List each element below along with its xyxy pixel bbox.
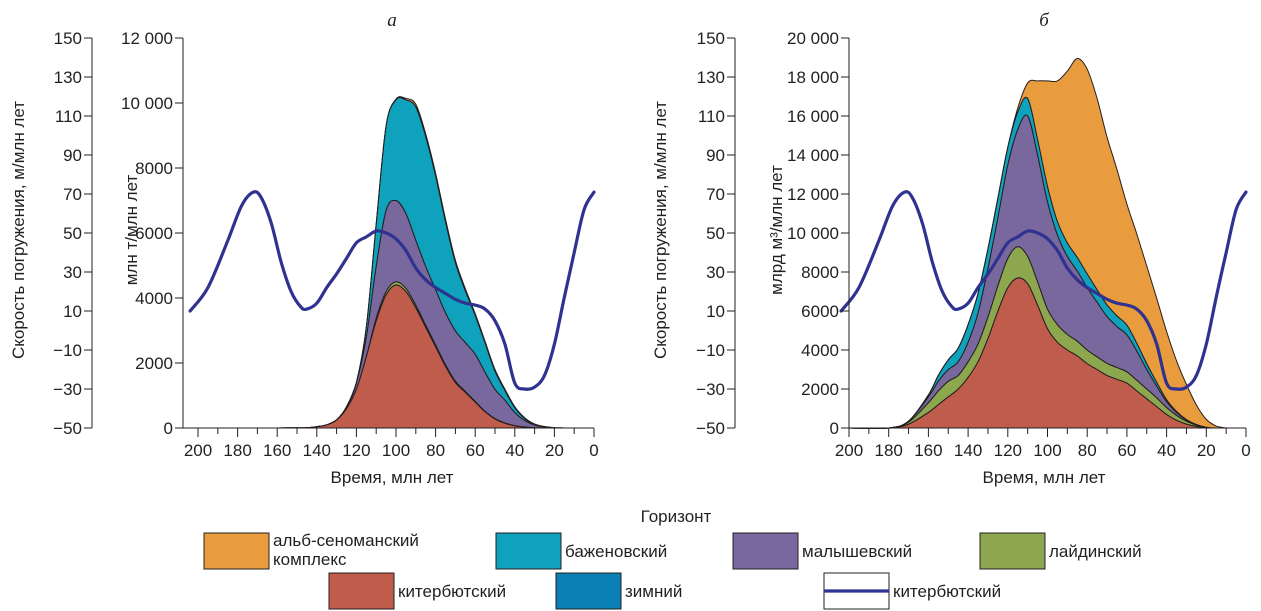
x-tick-label-a-6: 80 [426,441,445,460]
x-tick-label-b-1: 180 [875,441,903,460]
y2-tick-label-b-7: 90 [706,146,725,165]
y2-tick-label-a-2: −10 [53,341,82,360]
legend-label2-0: комплекс [273,550,347,569]
x-tick-label-a-9: 20 [545,441,564,460]
panel-a-line [188,190,596,391]
legend-label-2: малышевский [802,542,912,561]
y2-tick-label-a-4: 30 [63,263,82,282]
y2-tick-label-b-5: 50 [706,224,725,243]
x-tick-label-a-4: 120 [342,441,370,460]
y-tick-label-a-0: 0 [164,419,173,438]
panel-a-letter: а [387,10,397,31]
y-tick-label-b-3: 6000 [801,302,839,321]
y-tick-label-b-7: 14 000 [787,146,839,165]
legend-label-4: китербютский [398,582,506,601]
legend-label-5: зимний [625,582,682,601]
y2-tick-label-a-9: 130 [54,68,82,87]
y-tick-label-b-8: 16 000 [787,107,839,126]
y2-tick-label-a-8: 110 [55,107,82,126]
x-tick-label-b-2: 160 [914,441,942,460]
y2-tick-label-b-8: 110 [698,107,725,126]
legend-swatch-0 [203,532,270,570]
panel-b-areas [848,58,1227,429]
y-tick-label-a-1: 2000 [135,354,173,373]
x-tick-label-b-4: 120 [994,441,1022,460]
y2-tick-label-a-10: 150 [54,29,82,48]
x-tick-label-a-7: 60 [466,441,485,460]
y2-tick-label-a-3: 10 [63,302,82,321]
line-a [188,190,596,391]
x-tick-label-b-8: 40 [1157,441,1176,460]
panel-b-x-axis-label: Время, млн лет [983,468,1106,487]
x-tick-label-a-3: 140 [303,441,331,460]
panel-a-y2-axis-label: Скорость погружения, м/млн лет [9,101,28,359]
legend-swatch-4 [328,572,395,610]
y2-tick-label-b-2: −10 [696,341,725,360]
legend-label-0: альб-сеноманский [273,531,419,550]
x-tick-label-b-0: 200 [835,441,863,460]
legend-swatch-2 [732,532,799,570]
legend-label-3: лайдинский [1049,542,1142,561]
x-tick-label-a-0: 200 [184,441,212,460]
y2-tick-label-b-1: −30 [696,380,725,399]
y2-tick-label-a-7: 90 [63,146,82,165]
line-b [839,190,1248,391]
legend-swatch-1 [495,532,562,570]
panel-b-y-axis-label: млрд м³/млн лет [767,165,786,295]
x-tick-label-b-9: 20 [1197,441,1216,460]
x-tick-label-b-10: 0 [1241,441,1250,460]
y-tick-label-b-4: 8000 [801,263,839,282]
legend-title: Горизонт [641,507,712,526]
x-tick-label-b-3: 140 [954,441,982,460]
legend-swatch-3 [979,532,1046,570]
x-tick-label-b-7: 60 [1117,441,1136,460]
x-tick-label-b-6: 80 [1078,441,1097,460]
y2-tick-label-a-5: 50 [63,224,82,243]
y-tick-label-a-6: 12 000 [121,29,173,48]
y-tick-label-a-2: 4000 [135,289,173,308]
panel-a-areas [198,96,575,429]
y-tick-label-a-4: 8000 [135,159,173,178]
legend-label-1: баженовский [565,542,667,561]
y2-tick-label-b-10: 150 [697,29,725,48]
x-tick-label-a-1: 180 [223,441,251,460]
y2-tick-label-a-1: −30 [53,380,82,399]
x-tick-label-a-8: 40 [505,441,524,460]
y-tick-label-b-9: 18 000 [787,68,839,87]
x-tick-label-a-5: 100 [382,441,410,460]
y-tick-label-a-3: 6000 [135,224,173,243]
y-tick-label-b-10: 20 000 [787,29,839,48]
x-tick-label-b-5: 100 [1033,441,1061,460]
y-tick-label-b-5: 10 000 [787,224,839,243]
area-a-1 [198,284,575,429]
y2-tick-label-b-4: 30 [706,263,725,282]
y2-tick-label-b-9: 130 [697,68,725,87]
legend-swatch-5 [555,572,622,610]
y2-tick-label-b-6: 70 [706,185,725,204]
y-tick-label-b-6: 12 000 [787,185,839,204]
y2-tick-label-b-0: −50 [696,419,725,438]
x-tick-label-a-2: 160 [263,441,291,460]
legend-label-6: китербютский [893,582,1001,601]
panel-a-x-axis-label: Время, млн лет [331,468,454,487]
y2-tick-label-a-0: −50 [53,419,82,438]
y-tick-label-b-0: 0 [830,419,839,438]
y-tick-label-b-2: 4000 [801,341,839,360]
y-tick-label-b-1: 2000 [801,380,839,399]
panel-a-y-axis-label: млн т/млн лет [122,175,141,286]
panel-b-line [839,190,1248,391]
x-tick-label-a-10: 0 [589,441,598,460]
y2-tick-label-b-3: 10 [706,302,725,321]
y-tick-label-a-5: 10 000 [121,94,173,113]
panel-b-letter: б [1039,10,1050,31]
y2-tick-label-a-6: 70 [63,185,82,204]
panel-b-y2-axis-label: Скорость погружения, м/млн лет [651,101,670,359]
